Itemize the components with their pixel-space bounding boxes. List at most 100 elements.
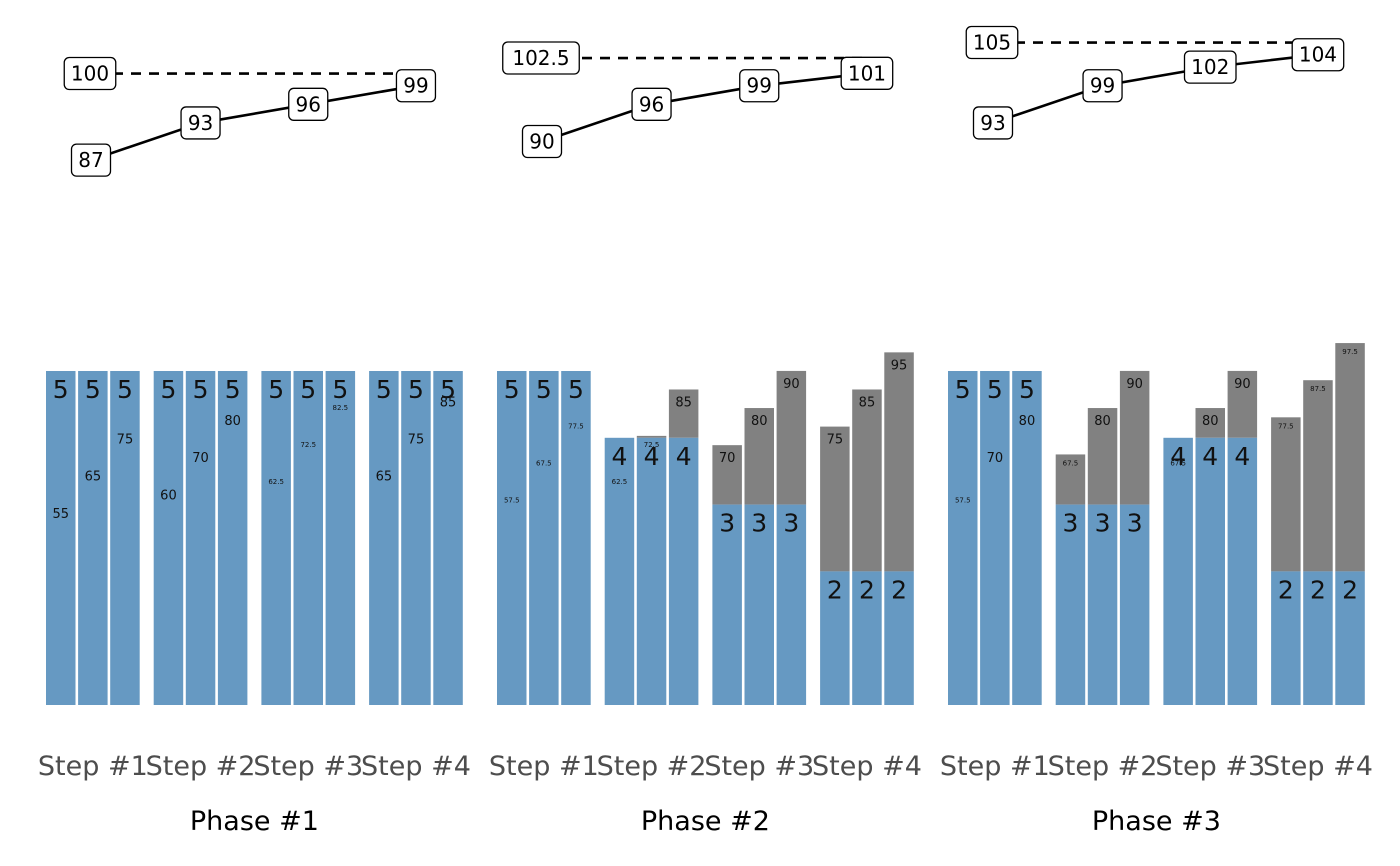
bar-base [712,504,742,705]
bar-base [369,371,399,705]
bar-total [712,445,742,505]
bar-base-label: 2 [1310,575,1326,604]
bar-total-label: 97.5 [1342,348,1358,356]
bar-total [668,389,699,438]
score-label-box [180,106,221,140]
x-tick-label: Step #2 [1048,751,1158,782]
bar-base [153,371,184,705]
x-tick-label: Step #1 [38,751,148,782]
score-label-box [840,56,894,90]
bar-base [46,371,76,705]
bar-total-label: 62.5 [612,478,628,486]
score-label-box [631,87,672,121]
bar-total-label: 80 [1019,414,1036,429]
target-label-box [965,25,1019,60]
bar-base [217,371,248,705]
score-label-box [288,87,329,121]
bar-base-label: 4 [676,442,692,471]
bar-total-label: 55 [52,507,69,522]
bar-base [293,371,323,705]
bar-total-label: 72.5 [644,441,660,449]
x-tick-label: Step #3 [1155,751,1265,782]
bar-total [636,435,667,438]
bar-total-label: 82.5 [333,404,349,412]
bar-base [980,371,1010,705]
target-label-box [63,56,117,91]
bar-total-label: 65 [376,470,393,485]
bar-total-label: 85 [675,395,692,410]
target-label: 105 [973,31,1011,55]
bar-base [1012,371,1042,705]
target-label: 100 [71,62,109,86]
score-label-box [1291,38,1345,72]
bar-base-label: 5 [504,375,520,404]
bar-base [561,371,591,705]
bar-total-label: 90 [783,377,800,392]
x-tick-label: Step #2 [146,751,256,782]
bar-base [497,371,527,705]
bar-total [1195,408,1225,438]
score-label-box [395,69,437,103]
bar-total-label: 80 [1202,414,1219,429]
bar-total-label: 90 [1234,377,1251,392]
bar-base-label: 3 [783,509,799,538]
bar-total [776,370,807,505]
bar-base [1303,571,1333,705]
bar-base [401,371,431,705]
score-label: 96 [639,92,664,116]
bar-base-label: 5 [268,375,284,404]
x-tick-label: Step #2 [597,751,707,782]
score-label: 87 [78,148,103,172]
bar-total [1335,343,1365,572]
trend-line [992,53,1319,125]
bar-total-label: 85 [859,395,876,410]
bar-base-label: 5 [225,375,241,404]
bar-base [1335,571,1365,705]
bar-total [1119,370,1150,505]
score-label: 90 [529,130,554,154]
bar-total [1227,370,1258,438]
bar-total [1303,380,1333,572]
bar-total [1271,417,1301,572]
score-label: 104 [1299,43,1337,67]
bar-base-label: 5 [193,375,209,404]
x-tick-label: Step #3 [704,751,814,782]
bar-total-label: 80 [224,414,241,429]
bar-base-label: 2 [859,575,875,604]
bar-base-label: 5 [300,375,316,404]
bar-base-label: 5 [568,375,584,404]
bar-base [744,504,774,705]
bar-base-label: 3 [1095,509,1111,538]
score-label: 99 [403,74,428,98]
bar-total [852,389,882,572]
bar-base-label: 5 [332,375,348,404]
bar-base [1119,504,1150,705]
score-label: 93 [188,111,213,135]
bar-base-label: 5 [987,375,1003,404]
bar-total [884,352,914,572]
score-label-box [521,124,563,159]
x-tick-label: Step #1 [489,751,599,782]
score-label: 96 [296,92,321,116]
bar-total-label: 85 [440,395,457,410]
bar-total-label: 70 [192,451,209,466]
bar-base [884,571,914,705]
bar-base [1271,571,1301,705]
bar-base-label: 5 [117,375,133,404]
phase-label: Phase #2 [641,806,770,837]
bar-base-label: 5 [1019,375,1035,404]
bar-base [948,371,978,705]
x-tick-label: Step #4 [361,751,471,782]
bar-base [1163,437,1193,705]
bar-base [78,371,108,705]
facet-3: 57.5 5 70 5 80 5 Step #1 67.5 3 80 3 90 3 Step #2 67.5… [940,25,1373,837]
score-label-box [1082,69,1123,103]
bar-base [261,371,291,705]
target-label: 102.5 [512,46,569,70]
bar-base-label: 2 [1342,575,1358,604]
bar-total-label: 80 [751,414,768,429]
bar-total-label: 77.5 [568,422,584,430]
trend-line [541,72,868,143]
